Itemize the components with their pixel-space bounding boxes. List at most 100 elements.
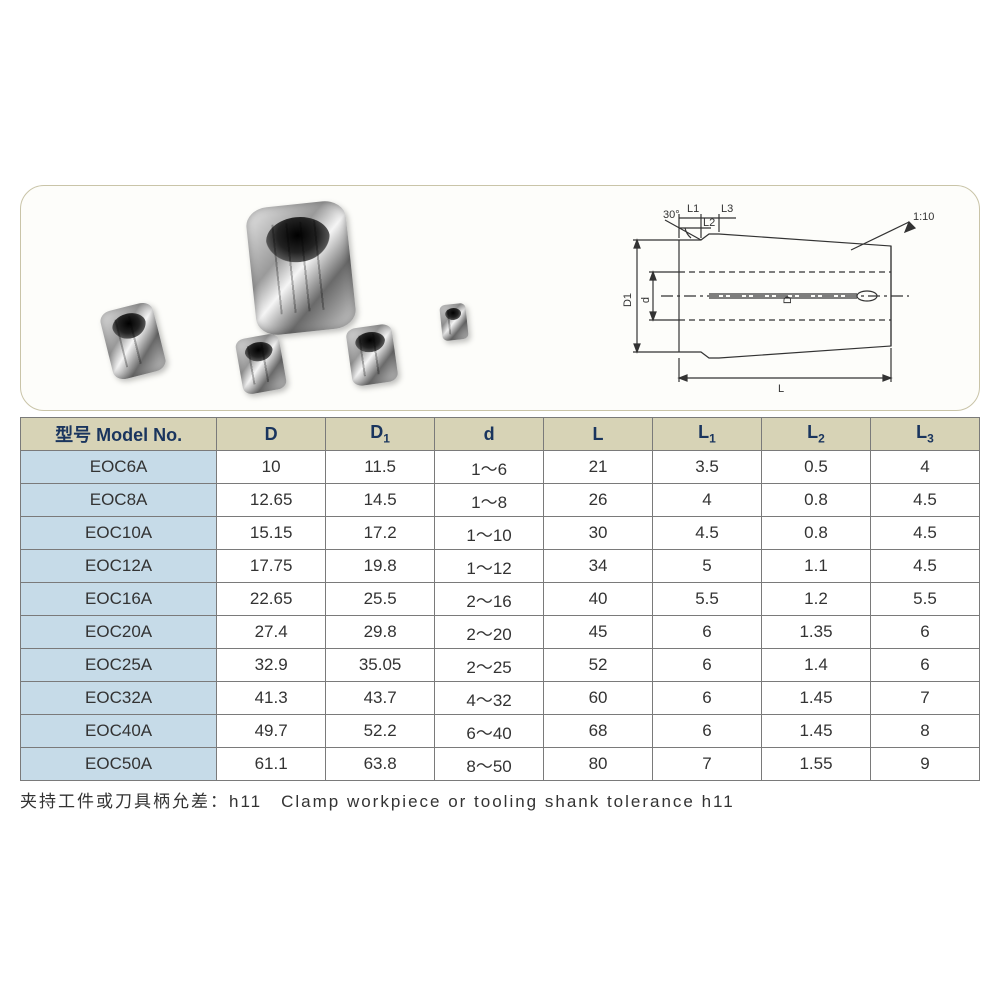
- cell-L2: 1.55: [762, 748, 871, 781]
- col-D1: D1: [326, 418, 435, 451]
- cell-D: 49.7: [217, 715, 326, 748]
- cell-L3: 7: [870, 682, 979, 715]
- cell-L1: 7: [653, 748, 762, 781]
- cell-D: 41.3: [217, 682, 326, 715]
- cell-D: 22.65: [217, 583, 326, 616]
- cell-L2: 0.8: [762, 484, 871, 517]
- cell-D: 12.65: [217, 484, 326, 517]
- cell-L2: 0.8: [762, 517, 871, 550]
- cell-D: 10: [217, 451, 326, 484]
- cell-L1: 4.5: [653, 517, 762, 550]
- cell-model: EOC16A: [21, 583, 217, 616]
- cell-D: 15.15: [217, 517, 326, 550]
- cell-L3: 4.5: [870, 517, 979, 550]
- col-d: d: [435, 418, 544, 451]
- cell-D1: 35.05: [326, 649, 435, 682]
- cell-D1: 52.2: [326, 715, 435, 748]
- collet-photo: [98, 301, 167, 382]
- collet-photo: [345, 323, 399, 387]
- table-row: EOC20A27.429.82～204561.356: [21, 616, 980, 649]
- cell-d: 1～10: [435, 517, 544, 550]
- cell-D1: 25.5: [326, 583, 435, 616]
- table-row: EOC10A15.1517.21～10304.50.84.5: [21, 517, 980, 550]
- cell-L3: 5.5: [870, 583, 979, 616]
- technical-diagram: L L1 L3 L2 30° 1:10 D1 d D: [519, 186, 979, 410]
- cell-D1: 29.8: [326, 616, 435, 649]
- table-body: EOC6A1011.51～6213.50.54EOC8A12.6514.51～8…: [21, 451, 980, 781]
- cell-L2: 1.35: [762, 616, 871, 649]
- cell-L2: 0.5: [762, 451, 871, 484]
- cell-L: 40: [544, 583, 653, 616]
- cell-d: 8～50: [435, 748, 544, 781]
- cell-D1: 14.5: [326, 484, 435, 517]
- cell-L: 21: [544, 451, 653, 484]
- cell-L3: 6: [870, 649, 979, 682]
- cell-d: 2～25: [435, 649, 544, 682]
- cell-model: EOC50A: [21, 748, 217, 781]
- cell-model: EOC10A: [21, 517, 217, 550]
- cell-D1: 63.8: [326, 748, 435, 781]
- cell-L: 60: [544, 682, 653, 715]
- cell-D1: 19.8: [326, 550, 435, 583]
- table-row: EOC25A32.935.052～255261.46: [21, 649, 980, 682]
- cell-model: EOC32A: [21, 682, 217, 715]
- dim-L: L: [778, 383, 784, 395]
- footnote: 夹持工件或刀具柄允差：h11 Clamp workpiece or toolin…: [20, 787, 980, 812]
- table-row: EOC12A17.7519.81～123451.14.5: [21, 550, 980, 583]
- cell-L3: 9: [870, 748, 979, 781]
- cell-L1: 3.5: [653, 451, 762, 484]
- col-model: 型号 Model No.: [21, 418, 217, 451]
- col-L3: L3: [870, 418, 979, 451]
- dim-D1: D1: [622, 293, 634, 307]
- cell-L2: 1.45: [762, 715, 871, 748]
- cell-D1: 17.2: [326, 517, 435, 550]
- cell-L3: 4.5: [870, 484, 979, 517]
- cell-d: 1～12: [435, 550, 544, 583]
- cell-model: EOC6A: [21, 451, 217, 484]
- cell-L1: 6: [653, 715, 762, 748]
- table-row: EOC32A41.343.74～326061.457: [21, 682, 980, 715]
- dim-D: D: [782, 296, 794, 304]
- product-photo-area: [21, 186, 519, 410]
- cell-L2: 1.45: [762, 682, 871, 715]
- cell-L: 30: [544, 517, 653, 550]
- cell-L1: 5: [653, 550, 762, 583]
- cell-model: EOC40A: [21, 715, 217, 748]
- cell-L: 68: [544, 715, 653, 748]
- dim-d: d: [640, 297, 652, 303]
- dim-taper: 1:10: [913, 211, 934, 223]
- cell-L: 34: [544, 550, 653, 583]
- table-row: EOC16A22.6525.52～16405.51.25.5: [21, 583, 980, 616]
- cell-L2: 1.2: [762, 583, 871, 616]
- col-L2: L2: [762, 418, 871, 451]
- collet-photo: [234, 333, 287, 396]
- cell-L1: 6: [653, 682, 762, 715]
- cell-D: 17.75: [217, 550, 326, 583]
- dim-L3: L3: [721, 203, 733, 215]
- cell-L3: 6: [870, 616, 979, 649]
- dim-angle: 30°: [663, 209, 680, 221]
- cell-d: 4～32: [435, 682, 544, 715]
- spec-table: 型号 Model No.DD1dLL1L2L3 EOC6A1011.51～621…: [20, 417, 980, 781]
- cell-d: 6～40: [435, 715, 544, 748]
- cell-D: 27.4: [217, 616, 326, 649]
- cell-D1: 11.5: [326, 451, 435, 484]
- cell-L3: 8: [870, 715, 979, 748]
- cell-L1: 4: [653, 484, 762, 517]
- cell-L2: 1.1: [762, 550, 871, 583]
- cell-L3: 4: [870, 451, 979, 484]
- cell-L1: 5.5: [653, 583, 762, 616]
- dim-L1: L1: [687, 203, 699, 215]
- cell-L1: 6: [653, 649, 762, 682]
- table-row: EOC6A1011.51～6213.50.54: [21, 451, 980, 484]
- table-row: EOC40A49.752.26～406861.458: [21, 715, 980, 748]
- cell-L: 45: [544, 616, 653, 649]
- col-L1: L1: [653, 418, 762, 451]
- cell-D1: 43.7: [326, 682, 435, 715]
- cell-D: 61.1: [217, 748, 326, 781]
- table-header-row: 型号 Model No.DD1dLL1L2L3: [21, 418, 980, 451]
- col-L: L: [544, 418, 653, 451]
- table-row: EOC8A12.6514.51～82640.84.5: [21, 484, 980, 517]
- cell-model: EOC20A: [21, 616, 217, 649]
- cell-L2: 1.4: [762, 649, 871, 682]
